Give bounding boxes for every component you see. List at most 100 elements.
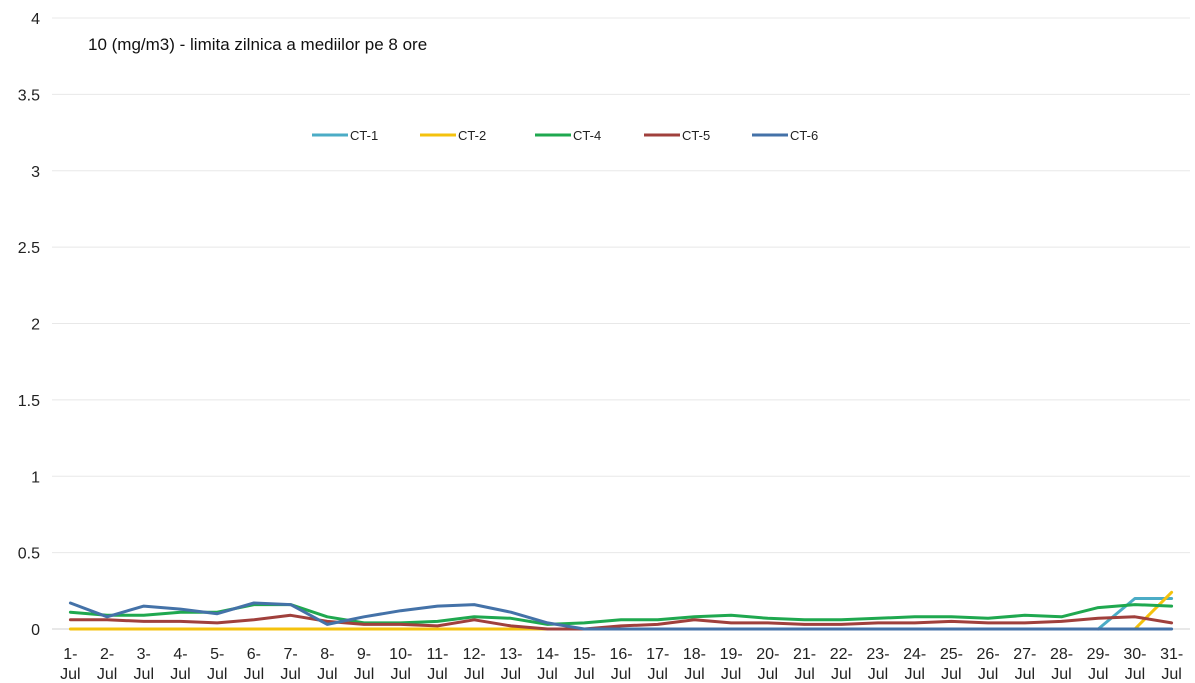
x-tick-label: 1- Jul: [60, 646, 80, 683]
x-tick-label: 19- Jul: [720, 646, 743, 683]
x-tick-day: 30-: [1123, 646, 1146, 663]
x-tick-month: Jul: [647, 666, 667, 683]
x-tick-month: Jul: [317, 666, 337, 683]
x-tick-day: 14-: [536, 646, 559, 663]
x-tick-day: 10-: [389, 646, 412, 663]
legend-label: CT-5: [682, 128, 710, 143]
legend-label: CT-6: [790, 128, 818, 143]
x-tick-label: 22- Jul: [830, 646, 853, 683]
x-tick-label: 27- Jul: [1013, 646, 1036, 683]
x-tick-label: 12- Jul: [463, 646, 486, 683]
series-line-ct-5: [68, 613, 1174, 631]
x-tick-label: 18- Jul: [683, 646, 706, 683]
legend-item-ct-6: CT-6: [752, 128, 818, 143]
x-tick-day: 2-: [100, 646, 114, 663]
x-tick-day: 15-: [573, 646, 596, 663]
y-tick-label: 4: [31, 11, 40, 28]
x-tick-day: 24-: [903, 646, 926, 663]
y-tick-label: 3.5: [18, 87, 40, 104]
gridlines: [52, 17, 1190, 554]
chart-annotation: 10 (mg/m3) - limita zilnica a mediilor p…: [88, 35, 427, 54]
x-tick-label: 17- Jul: [646, 646, 669, 683]
series-lines: [68, 590, 1174, 631]
x-axis-tick-labels: 1- Jul 2- Jul 3- Jul 4- Jul 5- Jul 6- Jul 7- Jul 8- Jul…: [60, 646, 1183, 683]
x-tick-month: Jul: [501, 666, 521, 683]
legend-label: CT-2: [458, 128, 486, 143]
x-tick-day: 28-: [1050, 646, 1073, 663]
x-tick-label: 3- Jul: [134, 646, 154, 683]
x-tick-day: 31-: [1160, 646, 1183, 663]
x-tick-day: 27-: [1013, 646, 1036, 663]
legend-item-ct-2: CT-2: [420, 128, 486, 143]
x-tick-label: 5- Jul: [207, 646, 227, 683]
x-tick-day: 29-: [1087, 646, 1110, 663]
x-tick-label: 6- Jul: [244, 646, 264, 683]
x-tick-month: Jul: [831, 666, 851, 683]
x-tick-month: Jul: [684, 666, 704, 683]
x-tick-day: 25-: [940, 646, 963, 663]
x-tick-label: 15- Jul: [573, 646, 596, 683]
legend: CT-1 CT-2 CT-4 CT-5 CT-6: [312, 128, 818, 143]
x-tick-label: 31- Jul: [1160, 646, 1183, 683]
y-tick-label: 1: [31, 469, 40, 486]
legend-label: CT-4: [573, 128, 601, 143]
x-tick-month: Jul: [721, 666, 741, 683]
x-tick-month: Jul: [280, 666, 300, 683]
x-tick-month: Jul: [978, 666, 998, 683]
x-tick-month: Jul: [170, 666, 190, 683]
y-tick-label: 2: [31, 317, 40, 334]
x-tick-month: Jul: [794, 666, 814, 683]
x-tick-label: 23- Jul: [866, 646, 889, 683]
x-tick-month: Jul: [758, 666, 778, 683]
legend-item-ct-1: CT-1: [312, 128, 378, 143]
x-tick-label: 7- Jul: [280, 646, 300, 683]
x-tick-day: 6-: [247, 646, 261, 663]
x-tick-month: Jul: [1088, 666, 1108, 683]
x-tick-day: 7-: [283, 646, 297, 663]
x-tick-month: Jul: [537, 666, 557, 683]
x-tick-day: 9-: [357, 646, 371, 663]
y-axis-tick-labels: 0 0.5 1 1.5 2 2.5 3 3.5 4: [18, 11, 40, 639]
x-tick-day: 5-: [210, 646, 224, 663]
x-tick-day: 26-: [977, 646, 1000, 663]
x-tick-month: Jul: [60, 666, 80, 683]
legend-item-ct-5: CT-5: [644, 128, 710, 143]
x-tick-month: Jul: [1125, 666, 1145, 683]
y-tick-label: 2.5: [18, 240, 40, 257]
x-tick-month: Jul: [1161, 666, 1181, 683]
x-tick-label: 29- Jul: [1087, 646, 1110, 683]
y-tick-label: 0.5: [18, 546, 40, 563]
x-tick-day: 17-: [646, 646, 669, 663]
x-tick-day: 4-: [173, 646, 187, 663]
legend-label: CT-1: [350, 128, 378, 143]
y-tick-label: 1.5: [18, 393, 40, 410]
x-tick-day: 23-: [866, 646, 889, 663]
x-tick-day: 1-: [63, 646, 77, 663]
x-tick-day: 3-: [137, 646, 151, 663]
x-tick-day: 16-: [609, 646, 632, 663]
x-tick-label: 10- Jul: [389, 646, 412, 683]
x-tick-day: 19-: [720, 646, 743, 663]
x-tick-month: Jul: [97, 666, 117, 683]
x-tick-day: 13-: [499, 646, 522, 663]
y-tick-label: 3: [31, 164, 40, 181]
x-tick-month: Jul: [941, 666, 961, 683]
x-tick-day: 8-: [320, 646, 334, 663]
series-line-ct-4: [68, 603, 1174, 626]
x-tick-label: 26- Jul: [977, 646, 1000, 683]
x-tick-label: 11- Jul: [426, 646, 448, 683]
x-tick-day: 12-: [463, 646, 486, 663]
series-line-ct-6: [68, 601, 1174, 631]
x-tick-label: 9- Jul: [354, 646, 374, 683]
x-tick-label: 28- Jul: [1050, 646, 1073, 683]
y-tick-label: 0: [31, 622, 40, 639]
x-tick-month: Jul: [1015, 666, 1035, 683]
x-tick-month: Jul: [207, 666, 227, 683]
x-tick-label: 2- Jul: [97, 646, 117, 683]
x-tick-label: 8- Jul: [317, 646, 337, 683]
x-tick-label: 20- Jul: [756, 646, 779, 683]
x-tick-day: 11-: [426, 646, 448, 663]
x-tick-label: 16- Jul: [609, 646, 632, 683]
x-tick-month: Jul: [244, 666, 264, 683]
